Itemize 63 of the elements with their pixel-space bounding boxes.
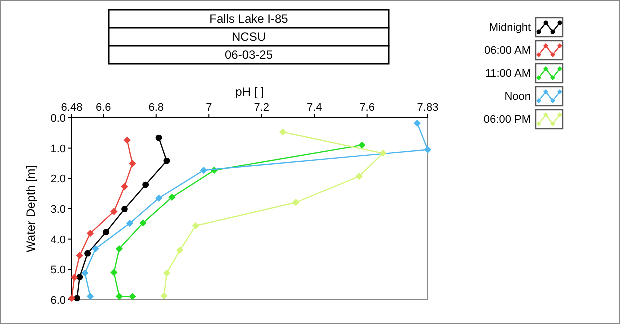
legend-label: 06:00 AM bbox=[484, 45, 531, 57]
point bbox=[129, 160, 136, 168]
point bbox=[424, 146, 432, 154]
point bbox=[192, 222, 200, 230]
legend-label: 11:00 AM bbox=[485, 68, 531, 80]
x-tick-label: 7.4 bbox=[306, 102, 322, 114]
point bbox=[380, 150, 387, 158]
point bbox=[76, 274, 84, 280]
point bbox=[86, 293, 94, 300]
x-tick-label: 7.83 bbox=[417, 102, 439, 114]
point bbox=[74, 295, 80, 302]
point bbox=[140, 220, 147, 227]
text: 06-03-25 bbox=[224, 48, 274, 62]
y-tick-label: 3.0 bbox=[50, 204, 66, 216]
legend-label: Noon bbox=[504, 91, 531, 103]
point bbox=[103, 229, 110, 236]
y-tick-label: 2.0 bbox=[50, 174, 66, 186]
chart-title: Falls Lake I-85 bbox=[210, 12, 289, 26]
x-tick-label: 7 bbox=[206, 102, 212, 114]
point bbox=[86, 230, 94, 238]
point bbox=[110, 269, 118, 276]
point bbox=[116, 245, 124, 253]
y-tick-label: 1.0 bbox=[50, 143, 66, 156]
point bbox=[358, 142, 366, 149]
chart-subtitle: NCSU bbox=[232, 30, 266, 44]
y-tick-label: 4.0 bbox=[50, 234, 66, 246]
point bbox=[76, 252, 84, 260]
point bbox=[82, 270, 89, 277]
legend-label: 06:00 PM bbox=[484, 114, 531, 126]
legend-label: Midnight bbox=[489, 22, 531, 34]
point bbox=[156, 134, 162, 142]
point bbox=[71, 274, 78, 282]
point bbox=[142, 182, 150, 188]
point bbox=[124, 136, 131, 144]
x-tick-label: 7.6 bbox=[360, 102, 375, 114]
point bbox=[160, 292, 168, 300]
point bbox=[155, 194, 163, 202]
point bbox=[292, 199, 300, 206]
y-tick-label: 0.0 bbox=[50, 113, 66, 125]
x-axis-title: pH [ ] bbox=[236, 85, 264, 99]
point bbox=[164, 158, 170, 164]
point bbox=[84, 250, 92, 257]
point bbox=[110, 208, 118, 216]
point bbox=[414, 120, 422, 128]
x-tick-label: 6.6 bbox=[96, 102, 112, 114]
x-tick-label: 7.2 bbox=[254, 102, 270, 114]
point bbox=[129, 293, 136, 300]
point bbox=[163, 270, 171, 277]
point bbox=[200, 166, 208, 174]
point bbox=[126, 220, 134, 228]
y-tick-label: 6.0 bbox=[50, 295, 66, 307]
point bbox=[92, 245, 100, 253]
point bbox=[116, 293, 124, 300]
point bbox=[122, 206, 128, 213]
y-axis-title: Water Depth [m] bbox=[24, 166, 38, 252]
x-tick-label: 6.8 bbox=[148, 102, 164, 114]
point bbox=[356, 172, 364, 180]
point bbox=[121, 183, 128, 190]
y-tick-label: 5.0 bbox=[50, 264, 66, 277]
x-tick-label: 6.48 bbox=[61, 102, 83, 114]
point bbox=[168, 194, 176, 202]
point bbox=[279, 128, 287, 136]
point bbox=[176, 246, 184, 254]
